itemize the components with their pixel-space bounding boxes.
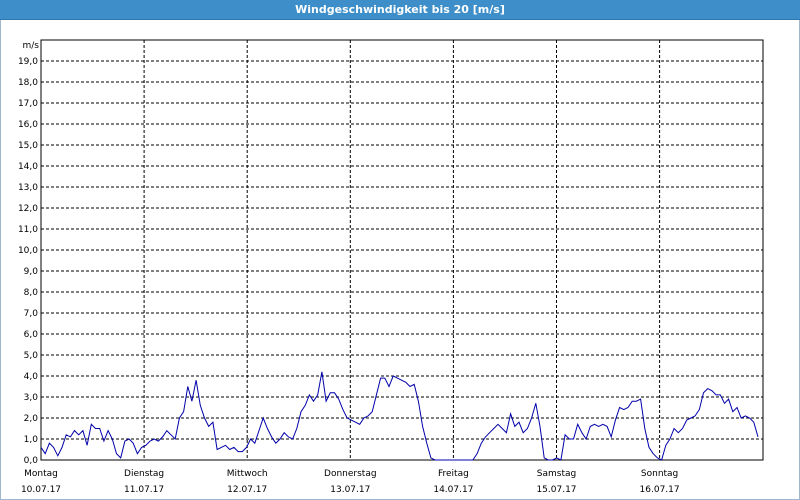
grid-lines (41, 40, 763, 460)
wind-speed-line (40, 371, 759, 461)
x-tick-date: 14.07.17 (433, 485, 473, 495)
y-tick-label: 5,0 (24, 351, 39, 361)
plot-area-frame (40, 39, 764, 461)
x-tick-day-name: Sonntag (641, 469, 678, 479)
y-axis-unit-label: m/s (23, 41, 40, 51)
chart-title: Windgeschwindigkeit bis 20 [m/s] (295, 3, 505, 16)
chart-panel: m/s 0,0 1,0 2,0 3,0 4,0 5,0 6,0 7,0 8,0 9,0 10,0 11… (0, 20, 800, 500)
x-tick-date: 16.07.17 (640, 485, 680, 495)
y-tick-label: 16,0 (18, 120, 38, 130)
y-tick-label: 4,0 (24, 372, 39, 382)
y-tick-label: 11,0 (18, 225, 38, 235)
y-tick-label: 14,0 (18, 162, 38, 172)
y-tick-label: 0,0 (24, 456, 39, 466)
y-tick-labels: 0,0 1,0 2,0 3,0 4,0 5,0 6,0 7,0 8,0 9,0 10,0 11,0 12… (18, 57, 38, 466)
chart-title-bar: Windgeschwindigkeit bis 20 [m/s] (0, 0, 800, 20)
y-tick-label: 3,0 (24, 393, 39, 403)
y-tick-label: 10,0 (18, 246, 38, 256)
wind-speed-chart: m/s 0,0 1,0 2,0 3,0 4,0 5,0 6,0 7,0 8,0 9,0 10,0 11… (18, 39, 764, 495)
y-tick-label: 9,0 (24, 267, 39, 277)
y-tick-label: 15,0 (18, 141, 38, 151)
y-tick-label: 8,0 (24, 288, 39, 298)
x-tick-day-name: Dienstag (124, 469, 164, 479)
x-tick-date: 13.07.17 (330, 485, 370, 495)
y-tick-label: 6,0 (24, 330, 39, 340)
y-tick-label: 1,0 (24, 435, 39, 445)
y-tick-label: 19,0 (18, 57, 38, 67)
x-tick-day-name: Montag (24, 469, 58, 479)
x-tick-labels: Montag 10.07.17 Dienstag 11.07.17 Mittwoch 12… (21, 469, 680, 495)
x-tick-date: 15.07.17 (536, 485, 576, 495)
y-tick-label: 17,0 (18, 99, 38, 109)
x-tick-date: 11.07.17 (124, 485, 164, 495)
x-tick-date: 10.07.17 (21, 485, 61, 495)
x-tick-day-name: Samstag (537, 469, 576, 479)
y-tick-label: 13,0 (18, 183, 38, 193)
x-tick-day-name: Freitag (438, 469, 469, 479)
x-tick-day-name: Mittwoch (227, 469, 268, 479)
x-tick-date: 12.07.17 (227, 485, 267, 495)
x-tick-day-name: Donnerstag (324, 469, 377, 479)
y-tick-label: 2,0 (24, 414, 39, 424)
y-tick-label: 18,0 (18, 78, 38, 88)
y-tick-label: 7,0 (24, 309, 39, 319)
y-tick-label: 12,0 (18, 204, 38, 214)
